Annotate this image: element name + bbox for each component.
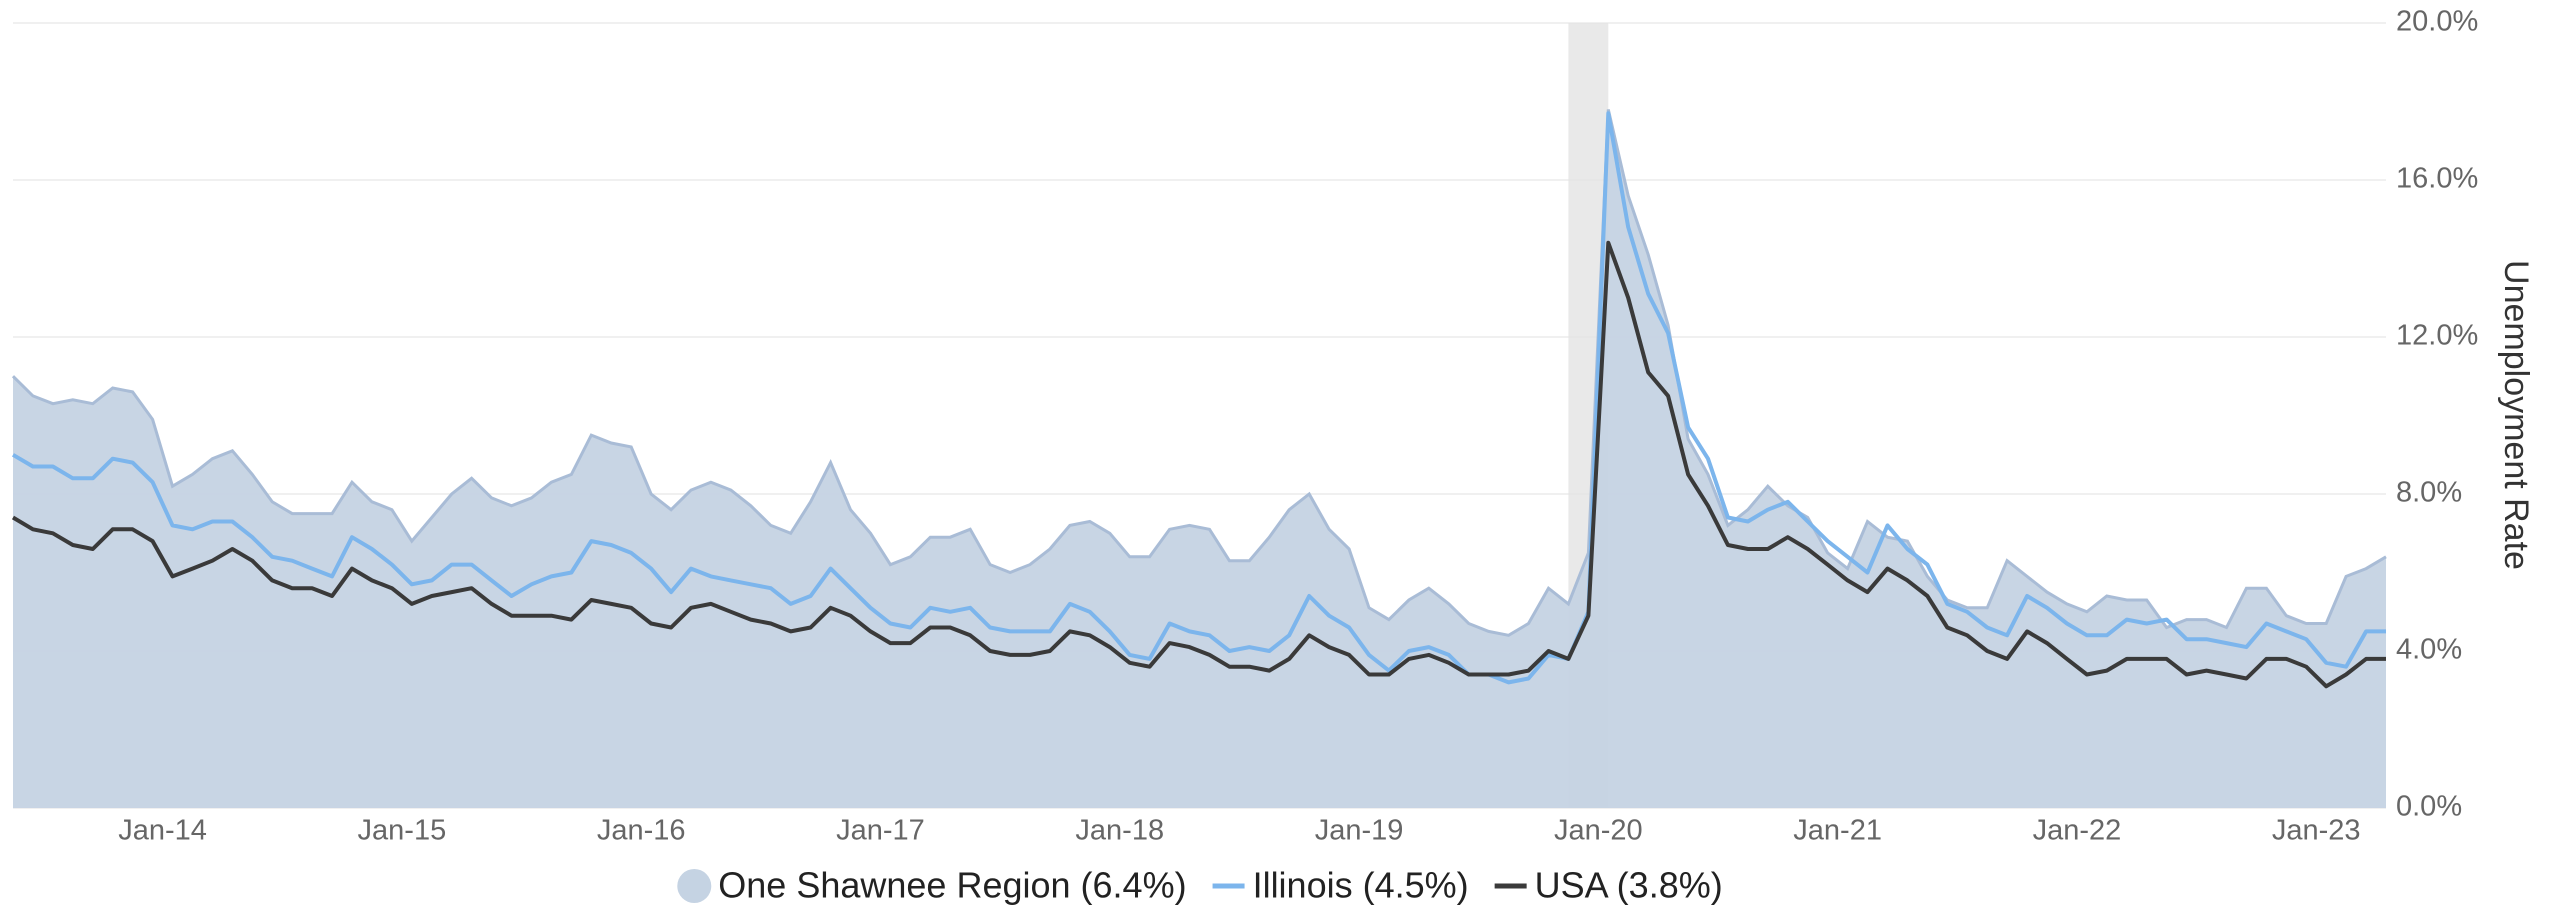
line: [11, 111, 2386, 685]
y-tick-label: 12.0%: [2396, 320, 2478, 352]
y-tick-label: 4.0%: [2396, 634, 2462, 666]
x-tick-label: Jan-19: [1315, 815, 1404, 847]
legend-symbol: [677, 869, 712, 903]
y-tick-label: 16.0%: [2396, 163, 2478, 195]
x-tick-label: Jan-14: [118, 815, 207, 847]
legend-label: USA (3.8%): [1535, 865, 1723, 906]
x-tick-label: Jan-23: [2272, 815, 2361, 847]
legend-item: Illinois (4.5%): [1212, 865, 1469, 906]
legend: One Shawnee Region (6.4%) Illinois (4.5%)…: [677, 865, 1723, 906]
y-tick-label: 0.0%: [2396, 791, 2462, 823]
x-tick-label: Jan-20: [1554, 815, 1643, 847]
x-tick-label: Jan-15: [358, 815, 447, 847]
plot: [11, 109, 2387, 808]
legend-item: USA (3.8%): [1494, 865, 1723, 906]
area-outline: [11, 109, 2387, 637]
legend-item: One Shawnee Region (6.4%): [677, 865, 1187, 906]
y-tick-label: 20.0%: [2396, 6, 2478, 38]
area: [13, 109, 2386, 808]
x-tick-label: Jan-18: [1075, 815, 1164, 847]
y-axis-title: Unemployment Rate: [2497, 260, 2535, 570]
x-tick-label: Jan-22: [2033, 815, 2122, 847]
y-tick-label: 8.0%: [2396, 477, 2462, 509]
x-tick-label: Jan-16: [597, 815, 686, 847]
line: [11, 240, 2386, 689]
legend-label: Illinois (4.5%): [1253, 865, 1469, 906]
legend-label: One Shawnee Region (6.4%): [718, 865, 1186, 906]
x-tick-label: Jan-17: [836, 815, 925, 847]
axes: 0.0% 4.0% 8.0% 12.0% 16.0% 20.0% Jan-14 Jan-15 J…: [118, 6, 2478, 847]
x-tick-label: Jan-21: [1793, 815, 1882, 847]
